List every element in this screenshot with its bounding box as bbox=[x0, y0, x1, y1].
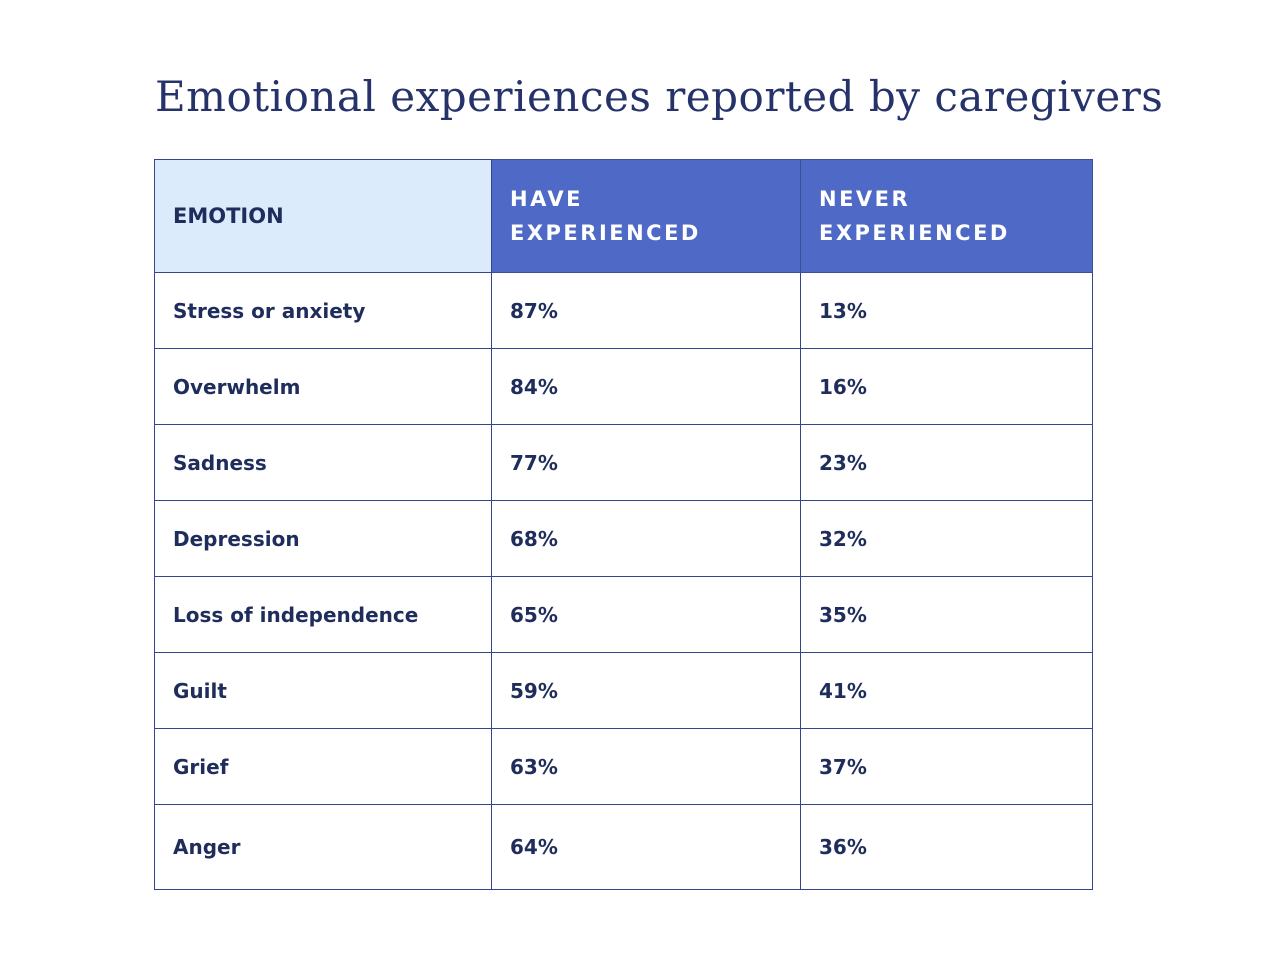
cell-have-experienced: 65% bbox=[491, 576, 801, 653]
cell-never-experienced: 13% bbox=[800, 272, 1093, 349]
cell-never-experienced: 35% bbox=[800, 576, 1093, 653]
cell-never-experienced: 23% bbox=[800, 424, 1093, 501]
cell-never-experienced: 16% bbox=[800, 348, 1093, 425]
cell-emotion: Overwhelm bbox=[154, 348, 492, 425]
table-row: Loss of independence 65% 35% bbox=[154, 576, 1093, 653]
cell-have-experienced: 77% bbox=[491, 424, 801, 501]
table-row: Anger 64% 36% bbox=[154, 804, 1093, 890]
column-header-never-experienced: NEVER EXPERIENCED bbox=[800, 159, 1093, 273]
cell-emotion: Depression bbox=[154, 500, 492, 577]
cell-emotion: Anger bbox=[154, 804, 492, 890]
column-header-text: NEVER EXPERIENCED bbox=[819, 187, 1010, 245]
cell-emotion: Guilt bbox=[154, 652, 492, 729]
page-title: Emotional experiences reported by caregi… bbox=[155, 72, 1164, 121]
table-row: Depression 68% 32% bbox=[154, 500, 1093, 577]
header-row: EMOTION HAVE EXPERIENCED NEVER EXPERIENC… bbox=[154, 159, 1093, 273]
cell-have-experienced: 59% bbox=[491, 652, 801, 729]
cell-emotion: Sadness bbox=[154, 424, 492, 501]
cell-emotion: Loss of independence bbox=[154, 576, 492, 653]
cell-never-experienced: 32% bbox=[800, 500, 1093, 577]
cell-have-experienced: 84% bbox=[491, 348, 801, 425]
cell-emotion: Stress or anxiety bbox=[154, 272, 492, 349]
cell-have-experienced: 68% bbox=[491, 500, 801, 577]
cell-never-experienced: 36% bbox=[800, 804, 1093, 890]
table-row: Overwhelm 84% 16% bbox=[154, 348, 1093, 425]
table-row: Grief 63% 37% bbox=[154, 728, 1093, 805]
column-header-emotion: EMOTION bbox=[154, 159, 492, 273]
data-table: EMOTION HAVE EXPERIENCED NEVER EXPERIENC… bbox=[154, 159, 1093, 890]
cell-have-experienced: 87% bbox=[491, 272, 801, 349]
table-row: Sadness 77% 23% bbox=[154, 424, 1093, 501]
column-header-have-experienced: HAVE EXPERIENCED bbox=[491, 159, 801, 273]
cell-have-experienced: 63% bbox=[491, 728, 801, 805]
table-row: Guilt 59% 41% bbox=[154, 652, 1093, 729]
cell-emotion: Grief bbox=[154, 728, 492, 805]
cell-never-experienced: 41% bbox=[800, 652, 1093, 729]
cell-never-experienced: 37% bbox=[800, 728, 1093, 805]
column-header-text: HAVE EXPERIENCED bbox=[510, 187, 701, 245]
cell-have-experienced: 64% bbox=[491, 804, 801, 890]
table-row: Stress or anxiety 87% 13% bbox=[154, 272, 1093, 349]
